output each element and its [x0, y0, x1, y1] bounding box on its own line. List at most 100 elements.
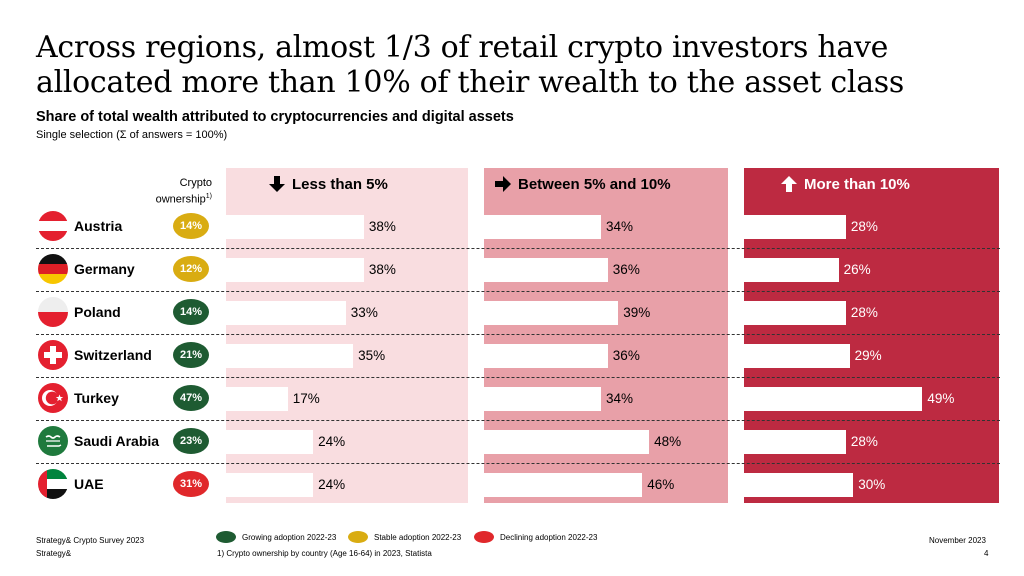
ownership-badge-uae: 31% — [173, 471, 209, 497]
data-label: 36% — [612, 262, 640, 277]
arrow-right-icon — [495, 176, 511, 192]
chart-subtitle: Share of total wealth attributed to cryp… — [36, 109, 514, 125]
germany-flag-icon — [38, 254, 68, 284]
table-row: Turkey 47% 17% 34% 49% — [36, 381, 1000, 417]
header-label: Less than 5% — [292, 175, 388, 193]
country-label-saudi-arabia: Saudi Arabia — [74, 433, 160, 449]
header-label: Between 5% and 10% — [518, 175, 671, 193]
bar-turkey-1 — [226, 387, 288, 411]
arrow-up-icon — [781, 176, 797, 192]
footer-page-number: 4 — [984, 549, 989, 558]
data-label: 24% — [318, 477, 346, 492]
header-label: More than 10% — [804, 175, 910, 193]
data-label: 38% — [368, 262, 396, 277]
legend-label: Growing adoption 2022-23 — [242, 532, 337, 542]
data-label: 46% — [647, 477, 675, 492]
table-row: Switzerland 21% 35% 36% 29% — [36, 338, 1000, 374]
row-divider — [36, 377, 1000, 378]
bar-switzerland-2 — [484, 344, 608, 368]
data-label: 33% — [350, 305, 378, 320]
legend-label: Stable adoption 2022-23 — [374, 532, 462, 542]
saudi-arabia-flag-icon — [38, 426, 68, 456]
arrow-down-icon — [269, 176, 285, 192]
ownership-badge-turkey: 47% — [173, 385, 209, 411]
row-divider — [36, 420, 1000, 421]
bar-saudi-arabia-3 — [744, 430, 846, 454]
data-label: 26% — [843, 262, 871, 277]
ownership-badge-austria: 14% — [173, 213, 209, 239]
data-label: 35% — [358, 348, 386, 363]
uae-flag-icon — [38, 469, 68, 499]
header-less-than-5: Less than 5% — [268, 173, 388, 195]
row-divider — [36, 334, 1000, 335]
ownership-badge-poland: 14% — [173, 299, 209, 325]
bar-austria-3 — [744, 215, 846, 239]
data-label: 28% — [850, 219, 878, 234]
table-row: Saudi Arabia 23% 24% 48% 28% — [36, 424, 1000, 460]
header-more-than-10: More than 10% — [780, 173, 910, 195]
bar-poland-3 — [744, 301, 846, 325]
bar-germany-2 — [484, 258, 608, 282]
ownership-badge-germany: 12% — [173, 256, 209, 282]
country-label-switzerland: Switzerland — [74, 347, 152, 363]
page-title: Across regions, almost 1/3 of retail cry… — [36, 30, 904, 100]
bar-poland-2 — [484, 301, 619, 325]
table-row: Poland 14% 33% 39% 28% — [36, 295, 1000, 331]
data-label: 24% — [318, 434, 346, 449]
legend-swatch-stable — [348, 531, 368, 543]
data-label: 30% — [858, 477, 886, 492]
ownership-footnote-mark: 1) — [205, 193, 212, 200]
data-label: 34% — [606, 391, 634, 406]
country-label-austria: Austria — [74, 218, 123, 234]
legend-swatch-growing — [216, 531, 236, 543]
footer-source: Strategy& Crypto Survey 2023 — [36, 536, 145, 545]
bar-germany-1 — [226, 258, 364, 282]
bar-saudi-arabia-2 — [484, 430, 650, 454]
bar-uae-1 — [226, 473, 314, 497]
legend-item-stable: Stable adoption 2022-23 — [348, 531, 461, 543]
bar-uae-2 — [484, 473, 643, 497]
legend-item-growing: Growing adoption 2022-23 — [216, 531, 336, 543]
bar-uae-3 — [744, 473, 854, 497]
table-row: Germany 12% 38% 36% 26% — [36, 252, 1000, 288]
data-label: 36% — [612, 348, 640, 363]
data-label: 49% — [927, 391, 955, 406]
poland-flag-icon — [38, 297, 68, 327]
table-row: Austria 14% 38% 34% 28% — [36, 209, 1000, 245]
ownership-header: Crypto ownership1) — [150, 176, 212, 207]
legend-swatch-declining — [474, 531, 494, 543]
bar-saudi-arabia-1 — [226, 430, 314, 454]
data-label: 17% — [292, 391, 320, 406]
bar-poland-1 — [226, 301, 346, 325]
data-label: 48% — [654, 434, 682, 449]
ownership-badge-saudi-arabia: 23% — [173, 428, 209, 454]
switzerland-flag-icon — [38, 340, 68, 370]
turkey-flag-icon — [38, 383, 68, 413]
bar-germany-3 — [744, 258, 839, 282]
legend-label: Declining adoption 2022-23 — [500, 532, 598, 542]
table-row: UAE 31% 24% 46% 30% — [36, 467, 1000, 503]
ownership-badge-switzerland: 21% — [173, 342, 209, 368]
data-label: 39% — [623, 305, 651, 320]
data-label: 29% — [854, 348, 882, 363]
footer-footnote: 1) Crypto ownership by country (Age 16-6… — [217, 549, 432, 558]
austria-flag-icon — [38, 211, 68, 241]
legend-item-declining: Declining adoption 2022-23 — [474, 531, 597, 543]
bar-switzerland-1 — [226, 344, 353, 368]
bar-turkey-2 — [484, 387, 601, 411]
bar-austria-2 — [484, 215, 601, 239]
data-label: 38% — [368, 219, 396, 234]
chart-note: Single selection (Σ of answers = 100%) — [36, 129, 228, 141]
footer-date: November 2023 — [929, 536, 986, 545]
footer-brand: Strategy& — [36, 549, 72, 558]
ownership-label: Crypto ownership — [155, 177, 212, 206]
bar-austria-1 — [226, 215, 364, 239]
row-divider — [36, 248, 1000, 249]
country-label-uae: UAE — [74, 476, 104, 492]
bar-switzerland-3 — [744, 344, 850, 368]
data-label: 28% — [850, 434, 878, 449]
bar-turkey-3 — [744, 387, 923, 411]
country-label-germany: Germany — [74, 261, 135, 277]
country-label-poland: Poland — [74, 304, 121, 320]
row-divider — [36, 463, 1000, 464]
